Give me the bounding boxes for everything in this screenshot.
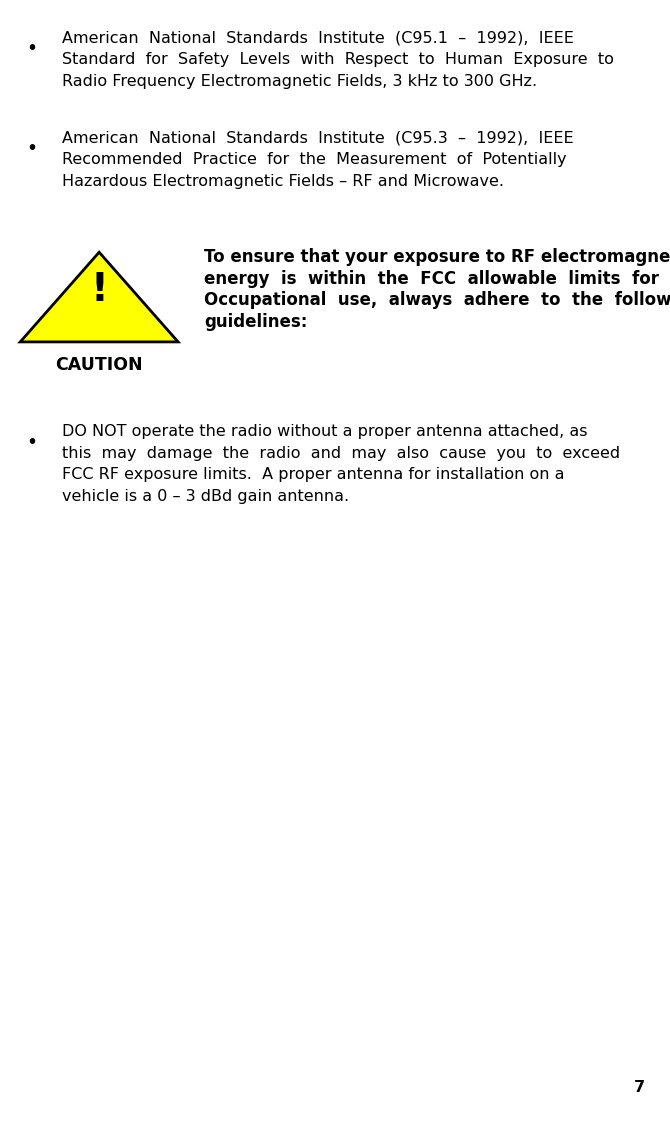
Text: !: ! [90,271,108,309]
Text: DO NOT operate the radio without a proper antenna attached, as: DO NOT operate the radio without a prope… [62,424,587,438]
Text: 7: 7 [634,1081,645,1095]
Text: •: • [27,39,38,58]
Text: this  may  damage  the  radio  and  may  also  cause  you  to  exceed: this may damage the radio and may also c… [62,445,620,461]
Text: Occupational  use,  always  adhere  to  the  following: Occupational use, always adhere to the f… [204,291,670,309]
Text: Radio Frequency Electromagnetic Fields, 3 kHz to 300 GHz.: Radio Frequency Electromagnetic Fields, … [62,74,537,89]
Text: American  National  Standards  Institute  (C95.3  –  1992),  IEEE: American National Standards Institute (C… [62,130,574,145]
Text: FCC RF exposure limits.  A proper antenna for installation on a: FCC RF exposure limits. A proper antenna… [62,467,564,482]
Text: •: • [27,433,38,452]
Text: CAUTION: CAUTION [56,356,143,374]
Text: vehicle is a 0 – 3 dBd gain antenna.: vehicle is a 0 – 3 dBd gain antenna. [62,489,349,504]
Text: energy  is  within  the  FCC  allowable  limits  for: energy is within the FCC allowable limit… [204,269,659,288]
Text: To ensure that your exposure to RF electromagnetic: To ensure that your exposure to RF elect… [204,248,670,266]
Text: Standard  for  Safety  Levels  with  Respect  to  Human  Exposure  to: Standard for Safety Levels with Respect … [62,52,614,67]
Text: •: • [27,139,38,158]
Text: Recommended  Practice  for  the  Measurement  of  Potentially: Recommended Practice for the Measurement… [62,151,566,167]
Text: American  National  Standards  Institute  (C95.1  –  1992),  IEEE: American National Standards Institute (C… [62,30,574,45]
Text: guidelines:: guidelines: [204,313,308,332]
Text: Hazardous Electromagnetic Fields – RF and Microwave.: Hazardous Electromagnetic Fields – RF an… [62,174,504,188]
